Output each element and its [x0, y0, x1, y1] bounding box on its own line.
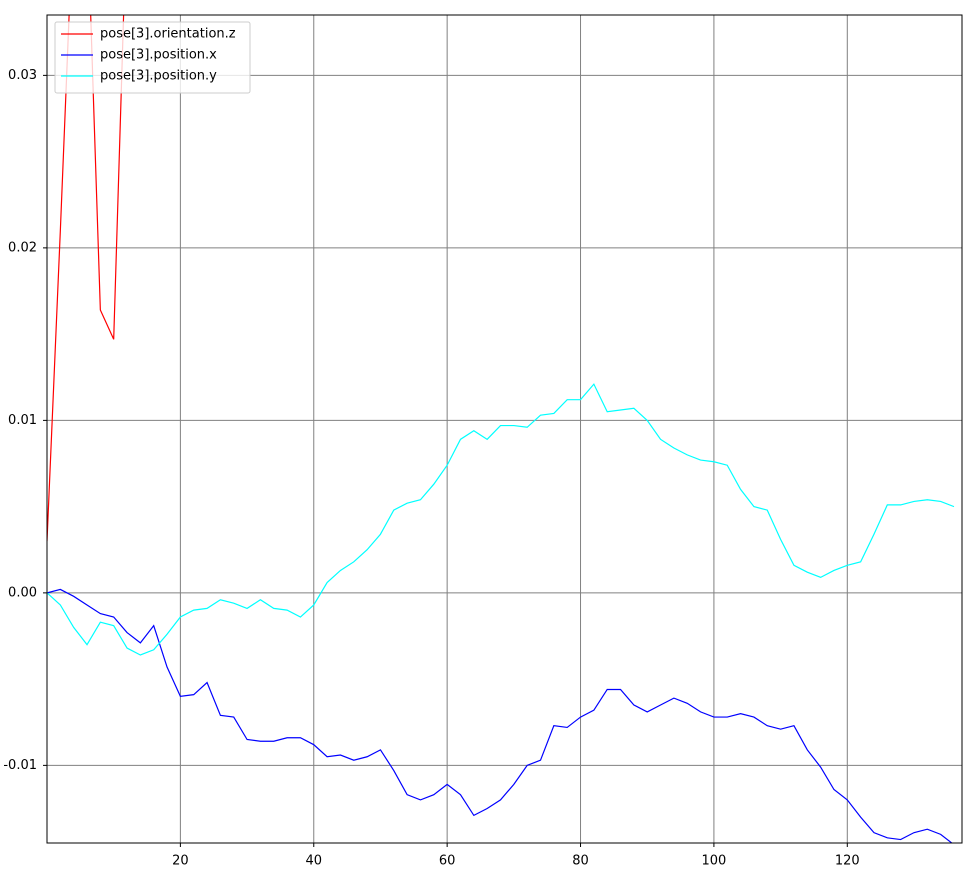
- series-line: [47, 588, 953, 843]
- plot-area: [47, 15, 962, 843]
- legend-label: pose[3].orientation.z: [100, 27, 236, 42]
- ticks: 20 40 60 80 100 120 -0.01 0.00 0.01 0.02 0.03: [3, 68, 859, 869]
- x-tick-label: 40: [305, 854, 322, 869]
- legend-label: pose[3].position.y: [100, 69, 217, 84]
- plot-lines: [47, 15, 955, 843]
- series-line: [47, 15, 125, 542]
- y-tick-label: 0.03: [8, 68, 37, 83]
- x-tick-label: 100: [701, 854, 726, 869]
- series-line: [47, 383, 955, 656]
- y-tick-label: 0.00: [8, 585, 37, 600]
- x-tick-label: 120: [835, 854, 860, 869]
- legend-box: [54, 21, 251, 94]
- legend: pose[3].orientation.z pose[3].position.x p…: [54, 21, 251, 94]
- y-tick-label: 0.01: [8, 413, 37, 428]
- y-tick-label: 0.02: [8, 240, 37, 255]
- plot-frame: [46, 14, 963, 844]
- x-tick-label: 60: [439, 854, 456, 869]
- x-tick-label: 20: [172, 854, 189, 869]
- y-tick-label: -0.01: [3, 758, 37, 773]
- x-tick-label: 80: [572, 854, 589, 869]
- legend-label: pose[3].position.x: [100, 48, 217, 63]
